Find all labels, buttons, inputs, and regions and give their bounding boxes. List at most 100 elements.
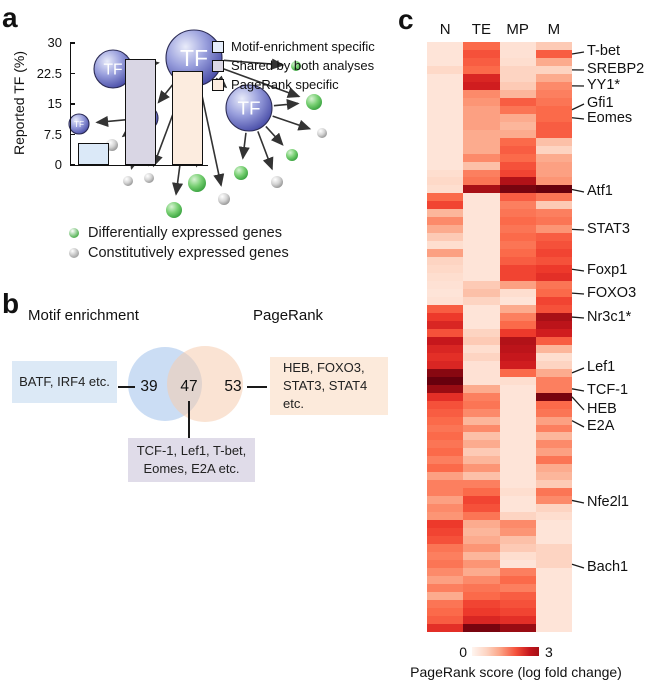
heatmap-cell <box>427 528 464 537</box>
heatmap-cell <box>535 304 572 313</box>
heatmap-cell <box>499 464 536 473</box>
heatmap-cell <box>427 544 464 552</box>
heatmap-cell <box>535 432 572 441</box>
heatmap-row <box>427 544 572 552</box>
heatmap-cell <box>535 544 572 552</box>
heatmap-cell <box>463 201 500 210</box>
heatmap-row <box>427 360 572 369</box>
heatmap-cell <box>427 623 464 632</box>
heatmap-cell <box>535 344 572 353</box>
bar-y-tick-mark <box>70 103 75 105</box>
heatmap-cell <box>535 169 572 178</box>
heatmap-cell <box>463 304 500 313</box>
bar-y-tick-label: 0 <box>54 157 62 172</box>
heatmap-cell <box>427 615 464 624</box>
heatmap-cell <box>499 583 536 592</box>
heatmap-pointer-dash <box>571 499 585 504</box>
heatmap-cell <box>427 273 464 282</box>
heatmap-row <box>427 249 572 258</box>
heatmap-cell <box>535 129 572 138</box>
colorbar-gradient <box>472 647 539 656</box>
heatmap-cell <box>463 496 500 505</box>
const-expressed-gene-node <box>144 173 154 183</box>
shared-box-line2: Eomes, E2A etc. <box>143 461 240 476</box>
heatmap-row-label-stat3: STAT3 <box>587 221 630 237</box>
pagerank-heatmap <box>427 42 572 632</box>
heatmap-cell <box>463 49 500 58</box>
heatmap-cell <box>499 73 536 82</box>
heatmap-cell <box>463 105 500 114</box>
heatmap-row <box>427 352 572 361</box>
heatmap-cell <box>499 304 536 313</box>
heatmap-cell <box>463 448 500 457</box>
heatmap-cell <box>499 352 536 361</box>
heatmap-cell <box>427 137 464 146</box>
heatmap-cell <box>535 241 572 250</box>
heatmap-cell <box>427 448 464 457</box>
heatmap-cell <box>463 257 500 266</box>
heatmap-cell <box>535 360 572 369</box>
heatmap-row <box>427 281 572 290</box>
heatmap-cell <box>499 193 536 202</box>
heatmap-cell <box>535 559 572 568</box>
heatmap-pointer-slant <box>571 396 585 411</box>
heatmap-cell <box>427 360 464 369</box>
heatmap-cell <box>499 575 536 584</box>
heatmap-row-label-nr3c1: Nr3c1* <box>587 309 632 325</box>
heatmap-cell <box>427 233 464 242</box>
heatmap-cell <box>463 233 500 242</box>
heatmap-cell <box>463 615 500 624</box>
heatmap-pointer-dash <box>571 316 585 319</box>
heatmap-cell <box>499 440 536 449</box>
heatmap-row-label-gfi1: Gfi1 <box>587 95 614 111</box>
heatmap-cell <box>535 408 572 417</box>
reported-tf-bar-chart: Reported TF (%) Motif-enrichment specifi… <box>0 0 392 205</box>
heatmap-cell <box>427 57 464 66</box>
legend-swatch-shared-icon <box>212 59 224 72</box>
connector-right <box>247 386 267 388</box>
bar-legend-item-3: PageRank specific <box>212 75 375 94</box>
heatmap-cell <box>427 209 464 218</box>
heatmap-row <box>427 257 572 266</box>
legend-swatch-pagerank-icon <box>212 78 224 91</box>
heatmap-row <box>427 65 572 74</box>
heatmap-row <box>427 480 572 489</box>
heatmap-cell <box>463 392 500 401</box>
heatmap-cell <box>463 544 500 552</box>
diff-expressed-gene-node <box>188 174 206 192</box>
heatmap-cell <box>463 368 500 377</box>
network-arrow <box>223 58 285 70</box>
heatmap-cell <box>499 145 536 154</box>
heatmap-cell <box>535 504 572 513</box>
heatmap-cell <box>499 81 536 90</box>
heatmap-cell <box>499 599 536 608</box>
heatmap-row <box>427 97 572 106</box>
heatmap-cell <box>463 376 500 385</box>
heatmap-cell <box>535 376 572 385</box>
heatmap-cell <box>535 105 572 114</box>
heatmap-row <box>427 344 572 353</box>
heatmap-cell <box>463 97 500 106</box>
heatmap-cell <box>499 512 536 521</box>
heatmap-cell <box>427 504 464 513</box>
heatmap-cell <box>499 456 536 465</box>
heatmap-row-label-bach1: Bach1 <box>587 559 629 575</box>
heatmap-cell <box>427 281 464 290</box>
tf-node <box>225 84 273 132</box>
heatmap-cell <box>427 217 464 226</box>
heatmap-pointer-slant <box>571 51 585 55</box>
heatmap-cell <box>499 567 536 576</box>
heatmap-cell <box>427 416 464 425</box>
heatmap-row <box>427 73 572 82</box>
heatmap-row-label-eomes: Eomes <box>587 110 633 126</box>
heatmap-cell <box>499 153 536 162</box>
const-expressed-gene-node <box>218 193 230 205</box>
heatmap-cell <box>463 161 500 170</box>
heatmap-row <box>427 49 572 58</box>
heatmap-cell <box>463 416 500 425</box>
heatmap-col-header-m: M <box>547 21 561 38</box>
connector-left <box>118 386 135 388</box>
heatmap-cell <box>463 520 500 529</box>
heatmap-cell <box>499 432 536 441</box>
